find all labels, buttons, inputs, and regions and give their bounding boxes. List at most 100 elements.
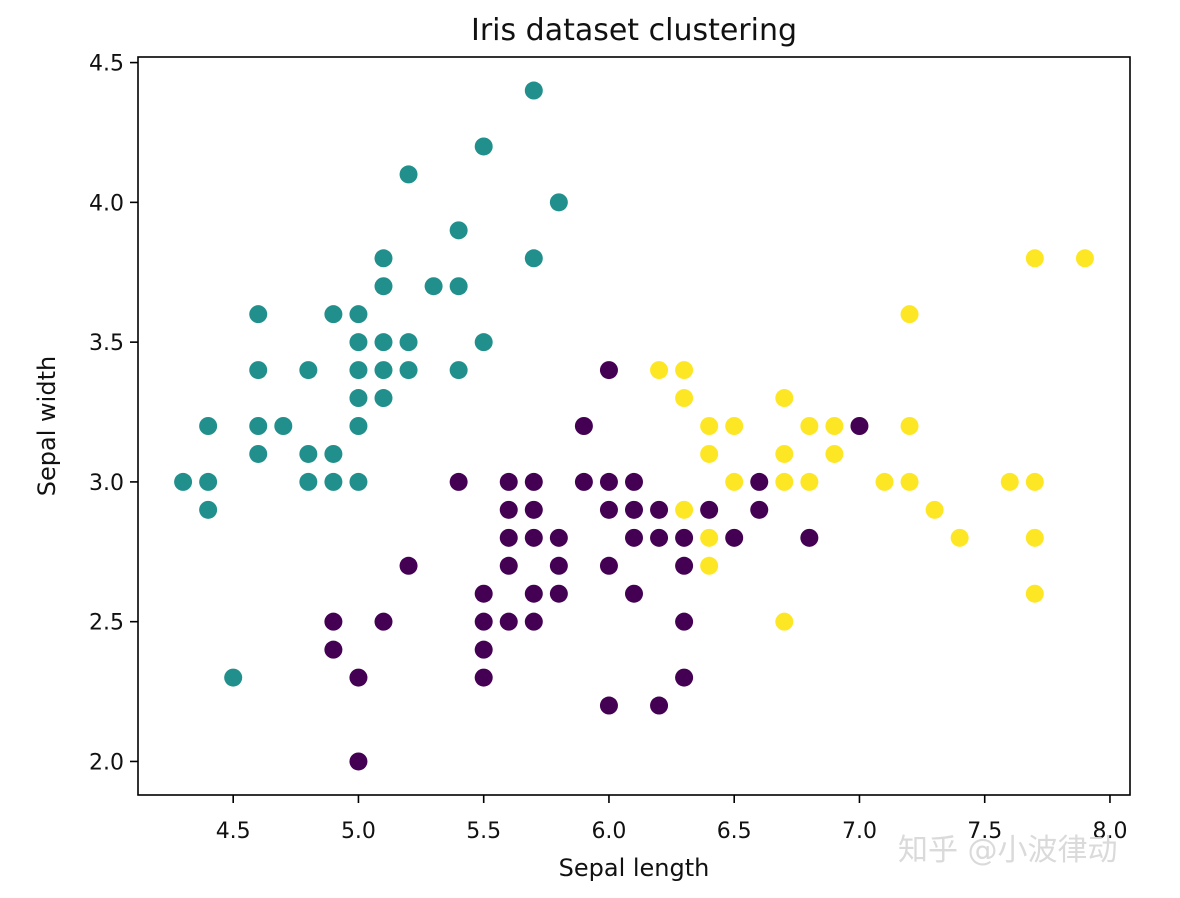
- scatter-point-cluster-1: [249, 417, 268, 435]
- scatter-point-cluster-3: [1025, 472, 1044, 491]
- scatter-point-cluster-2: [574, 417, 593, 435]
- scatter-point-cluster-1: [299, 472, 318, 491]
- scatter-point-cluster-1: [524, 249, 543, 268]
- y-tick-label: 4.0: [89, 191, 124, 216]
- scatter-point-cluster-3: [675, 389, 694, 408]
- scatter-point-cluster-2: [625, 584, 643, 603]
- x-tick-label: 5.5: [466, 819, 501, 844]
- scatter-point-cluster-3: [700, 444, 719, 463]
- scatter-point-cluster-2: [449, 472, 468, 491]
- x-tick-label: 6.5: [717, 819, 752, 844]
- scatter-point-cluster-2: [675, 668, 694, 687]
- scatter-point-cluster-1: [399, 165, 418, 184]
- scatter-point-cluster-2: [499, 472, 518, 491]
- scatter-point-cluster-2: [474, 584, 493, 603]
- scatter-point-cluster-2: [524, 472, 543, 491]
- scatter-point-cluster-2: [524, 612, 543, 631]
- scatter-point-cluster-2: [599, 556, 618, 575]
- scatter-point-cluster-1: [449, 277, 468, 296]
- scatter-point-cluster-2: [725, 528, 744, 547]
- scatter-point-cluster-1: [474, 137, 493, 156]
- x-tick-label: 4.5: [216, 819, 251, 844]
- scatter-point-cluster-1: [524, 81, 543, 100]
- scatter-point-cluster-2: [524, 528, 543, 547]
- scatter-point-cluster-2: [625, 500, 643, 519]
- scatter-point-cluster-1: [299, 444, 318, 463]
- scatter-point-cluster-1: [224, 668, 243, 687]
- scatter-point-cluster-3: [675, 361, 694, 380]
- scatter-point-cluster-3: [900, 417, 919, 435]
- chart-title: Iris dataset clustering: [471, 13, 797, 48]
- scatter-point-cluster-1: [349, 417, 368, 435]
- scatter-point-cluster-1: [349, 305, 368, 324]
- scatter-points: [174, 81, 1094, 771]
- scatter-point-cluster-2: [599, 361, 618, 380]
- scatter-point-cluster-2: [549, 584, 568, 603]
- scatter-point-cluster-3: [900, 472, 919, 491]
- scatter-point-cluster-1: [324, 305, 343, 324]
- scatter-point-cluster-2: [399, 556, 418, 575]
- scatter-point-cluster-3: [800, 417, 819, 435]
- scatter-point-cluster-3: [875, 472, 894, 491]
- scatter-point-cluster-2: [675, 612, 694, 631]
- scatter-point-cluster-3: [825, 417, 844, 435]
- scatter-point-cluster-3: [1025, 528, 1044, 547]
- scatter-point-cluster-1: [249, 305, 268, 324]
- scatter-point-cluster-1: [424, 277, 443, 296]
- scatter-point-cluster-1: [274, 417, 293, 435]
- scatter-point-cluster-2: [324, 612, 343, 631]
- x-axis-ticks: 4.5 5.0 5.5 6.0 6.5 7.0 7.5 8.0: [216, 795, 1127, 844]
- scatter-point-cluster-2: [650, 528, 669, 547]
- scatter-point-cluster-1: [324, 444, 343, 463]
- scatter-point-cluster-1: [374, 361, 393, 380]
- scatter-point-cluster-3: [700, 417, 719, 435]
- x-tick-label: 5.0: [341, 819, 376, 844]
- scatter-point-cluster-2: [524, 500, 543, 519]
- scatter-point-cluster-3: [900, 305, 919, 324]
- scatter-point-cluster-2: [499, 500, 518, 519]
- scatter-point-cluster-1: [349, 361, 368, 380]
- scatter-point-cluster-1: [374, 249, 393, 268]
- y-tick-label: 4.5: [89, 52, 124, 77]
- scatter-point-cluster-1: [399, 361, 418, 380]
- scatter-point-cluster-2: [349, 668, 368, 687]
- x-tick-label: 7.0: [842, 819, 877, 844]
- scatter-point-cluster-2: [499, 612, 518, 631]
- y-tick-label: 3.5: [89, 331, 124, 356]
- scatter-point-cluster-3: [775, 444, 794, 463]
- scatter-point-cluster-2: [700, 500, 719, 519]
- scatter-point-cluster-3: [825, 444, 844, 463]
- scatter-point-cluster-3: [775, 612, 794, 631]
- y-tick-label: 2.5: [89, 611, 124, 636]
- scatter-point-cluster-3: [775, 472, 794, 491]
- scatter-point-cluster-3: [725, 472, 744, 491]
- scatter-point-cluster-1: [299, 361, 318, 380]
- scatter-point-cluster-2: [524, 584, 543, 603]
- y-axis-label: Sepal width: [33, 356, 61, 496]
- scatter-point-cluster-3: [1025, 584, 1044, 603]
- scatter-point-cluster-3: [775, 389, 794, 408]
- scatter-point-cluster-3: [700, 556, 719, 575]
- scatter-point-cluster-2: [324, 640, 343, 659]
- scatter-point-cluster-1: [449, 221, 468, 240]
- scatter-point-cluster-1: [374, 277, 393, 296]
- scatter-point-cluster-1: [349, 389, 368, 408]
- scatter-point-cluster-3: [800, 472, 819, 491]
- scatter-point-cluster-2: [599, 696, 618, 715]
- scatter-point-cluster-2: [374, 612, 393, 631]
- scatter-point-cluster-1: [249, 444, 268, 463]
- scatter-point-cluster-1: [349, 472, 368, 491]
- scatter-point-cluster-1: [374, 389, 393, 408]
- scatter-point-cluster-2: [574, 472, 593, 491]
- scatter-point-cluster-1: [549, 193, 568, 212]
- scatter-point-cluster-2: [474, 668, 493, 687]
- scatter-point-cluster-3: [950, 528, 969, 547]
- scatter-point-cluster-1: [199, 500, 218, 519]
- scatter-point-cluster-1: [199, 417, 218, 435]
- scatter-point-cluster-1: [174, 472, 193, 491]
- scatter-point-cluster-1: [449, 361, 468, 380]
- scatter-point-cluster-2: [549, 528, 568, 547]
- scatter-point-cluster-1: [399, 333, 418, 352]
